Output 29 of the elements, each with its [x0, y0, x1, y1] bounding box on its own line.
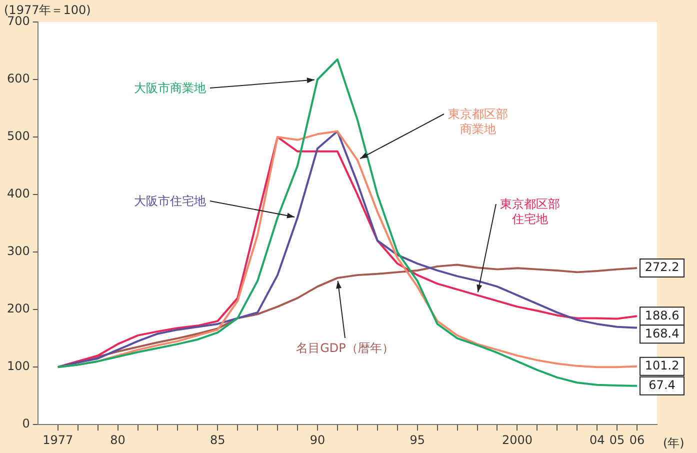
y-tick-label: 300 — [7, 244, 30, 258]
x-tick-label: 80 — [110, 432, 126, 447]
data-label: 101.2 — [644, 358, 680, 373]
text: 東京都区部住宅地 — [500, 197, 560, 226]
x-tick-label: 04 — [589, 432, 605, 447]
data-label: 67.4 — [648, 378, 676, 392]
x-tick-label: 06 — [629, 432, 645, 447]
text: 東京都区部商業地 — [448, 107, 508, 136]
y-tick-label: 200 — [7, 302, 30, 316]
text: 大阪市商業地 — [134, 81, 206, 95]
x-tick-label: 95 — [410, 432, 425, 447]
data-label: 188.6 — [644, 308, 680, 322]
y-tick-label: 400 — [7, 186, 30, 201]
data-label: 168.4 — [644, 326, 680, 340]
x-tick-label: 90 — [310, 432, 326, 447]
x-tick-label: 85 — [210, 432, 226, 447]
x-axis-title: (年) — [663, 436, 684, 450]
y-tick-label: 0 — [22, 416, 30, 431]
y-tick-label: 600 — [7, 72, 30, 86]
x-tick-label: 2000 — [502, 432, 532, 447]
y-tick-label: 100 — [7, 359, 30, 374]
y-tick-label: 700 — [7, 14, 30, 28]
y-axis-title: (1977年＝100) — [4, 3, 91, 17]
x-tick-label: 05 — [609, 432, 625, 447]
text: 名目GDP（暦年） — [296, 341, 394, 355]
y-tick-label: 500 — [7, 129, 30, 144]
x-tick-label: 1977 — [42, 432, 74, 447]
data-label: 272.2 — [644, 260, 680, 274]
text: 大阪市住宅地 — [134, 194, 206, 208]
